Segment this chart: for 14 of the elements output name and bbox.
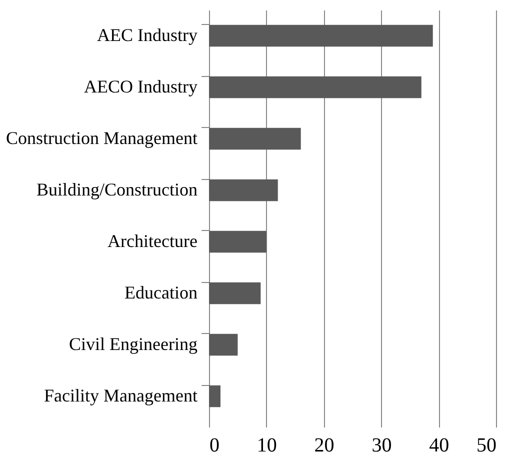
y-tick-label: AEC Industry (97, 24, 198, 45)
x-tick-label: 30 (372, 434, 392, 456)
y-tick-label: Architecture (108, 230, 198, 251)
x-tick-label: 20 (314, 434, 334, 456)
y-tick-label: Education (124, 282, 198, 302)
x-tick-label: 40 (429, 434, 450, 456)
y-tick-label: Building/Construction (36, 179, 198, 200)
y-tick-label: Construction Management (6, 128, 198, 148)
y-tick-label: AECO Industry (84, 76, 198, 96)
x-tick-label: 10 (256, 434, 277, 456)
x-tick-label: 0 (210, 434, 220, 456)
y-tick-label: Civil Engineering (69, 334, 198, 354)
y-tick-label: Facility Management (44, 385, 198, 406)
x-tick-label: 50 (476, 434, 496, 456)
